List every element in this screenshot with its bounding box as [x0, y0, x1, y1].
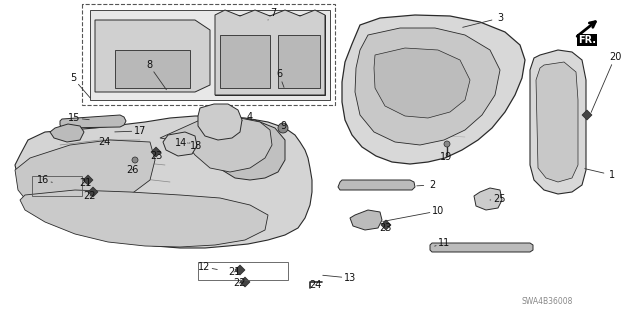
Text: FR.: FR. [578, 35, 596, 45]
Polygon shape [215, 10, 325, 95]
Polygon shape [95, 20, 210, 92]
Polygon shape [20, 190, 268, 247]
Circle shape [444, 141, 450, 147]
Polygon shape [15, 140, 155, 210]
Text: 1: 1 [609, 170, 615, 180]
Text: 14: 14 [175, 138, 187, 148]
Text: 18: 18 [190, 141, 202, 151]
Text: 11: 11 [438, 238, 450, 248]
Text: 13: 13 [344, 273, 356, 283]
Text: 22: 22 [84, 191, 96, 201]
Polygon shape [88, 187, 98, 197]
Text: 21: 21 [228, 267, 240, 277]
Text: 4: 4 [247, 112, 253, 122]
Polygon shape [582, 110, 592, 120]
Text: 19: 19 [440, 152, 452, 162]
Polygon shape [381, 220, 391, 230]
Polygon shape [83, 175, 93, 185]
Polygon shape [474, 188, 502, 210]
Polygon shape [342, 15, 525, 164]
Text: 20: 20 [609, 52, 621, 62]
Text: 6: 6 [276, 69, 282, 79]
Circle shape [278, 123, 288, 133]
Polygon shape [374, 48, 470, 118]
Polygon shape [163, 132, 197, 156]
Text: 26: 26 [126, 165, 138, 175]
Text: 10: 10 [432, 206, 444, 216]
Text: 23: 23 [379, 223, 391, 233]
Polygon shape [235, 265, 245, 275]
Text: 17: 17 [134, 126, 146, 136]
Polygon shape [160, 118, 272, 172]
Polygon shape [50, 124, 84, 142]
Polygon shape [350, 210, 382, 230]
Polygon shape [90, 10, 330, 100]
Polygon shape [530, 50, 586, 194]
Polygon shape [198, 104, 242, 140]
Polygon shape [151, 147, 161, 157]
Text: 9: 9 [280, 121, 286, 131]
Polygon shape [355, 28, 500, 145]
Polygon shape [536, 62, 578, 182]
Text: 23: 23 [150, 151, 162, 161]
Circle shape [132, 157, 138, 163]
Text: 3: 3 [497, 13, 503, 23]
Text: 25: 25 [493, 194, 505, 204]
Polygon shape [430, 243, 533, 252]
Polygon shape [220, 35, 270, 88]
Text: 24: 24 [98, 137, 110, 147]
Polygon shape [278, 35, 320, 88]
Polygon shape [215, 15, 325, 95]
Text: 15: 15 [68, 113, 80, 123]
Text: 21: 21 [79, 178, 91, 188]
Polygon shape [60, 115, 126, 128]
Text: 8: 8 [146, 60, 152, 70]
Polygon shape [338, 180, 415, 190]
Text: 7: 7 [270, 8, 276, 18]
Text: 22: 22 [233, 278, 245, 288]
Polygon shape [240, 277, 250, 287]
Text: 16: 16 [37, 175, 49, 185]
Text: 24: 24 [309, 280, 321, 290]
Polygon shape [115, 50, 190, 88]
Text: FR.: FR. [578, 35, 596, 45]
Text: 2: 2 [429, 180, 435, 190]
Text: 12: 12 [198, 262, 210, 272]
Polygon shape [15, 116, 312, 248]
Text: 5: 5 [70, 73, 76, 83]
Text: SWA4B36008: SWA4B36008 [522, 298, 573, 307]
Polygon shape [216, 118, 285, 180]
